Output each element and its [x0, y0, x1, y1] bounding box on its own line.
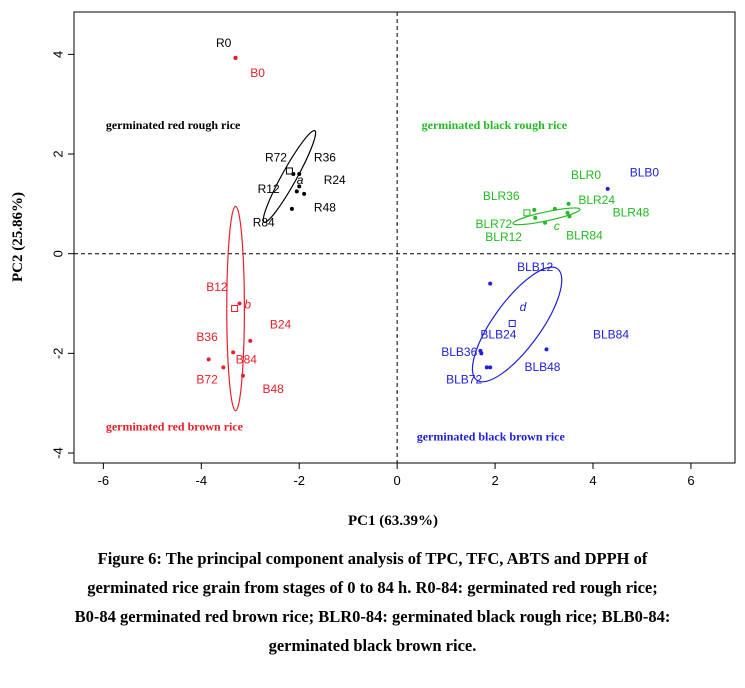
caption-line: B0-84 germinated red brown rice; BLR0-84… [74, 607, 671, 626]
point-label-b36: B36 [196, 330, 218, 344]
point-label-blb12: BLB12 [517, 260, 553, 274]
point-label-blb0: BLB0 [630, 165, 660, 179]
data-point-blb12 [488, 281, 493, 286]
point-label-blr24: BLR24 [578, 193, 615, 207]
point-label-blr48: BLR48 [613, 205, 650, 219]
data-point-b84 [231, 350, 236, 355]
data-point-r24 [302, 191, 307, 196]
data-point-r36 [297, 171, 302, 176]
y-tick-label: -4 [51, 447, 66, 459]
data-point-blb36 [478, 348, 483, 353]
confidence-ellipse-black-rough [512, 207, 581, 226]
data-point-blr0 [566, 201, 571, 206]
point-label-blr36: BLR36 [483, 189, 520, 203]
point-label-r36: R36 [314, 151, 336, 165]
x-axis-title: PC1 (63.39%) [348, 513, 438, 529]
data-point-r84 [289, 206, 294, 211]
y-tick-label: 4 [51, 51, 66, 58]
point-label-b48: B48 [263, 382, 285, 396]
point-label-blr72: BLR72 [475, 217, 512, 231]
centroid-marker-red-brown [231, 305, 239, 313]
data-point-blb48 [488, 365, 493, 370]
data-point-b0 [233, 55, 238, 60]
y-tick-label: 0 [51, 250, 66, 257]
data-point-blr36 [532, 207, 537, 212]
point-label-blb84: BLB84 [593, 327, 629, 341]
data-point-b72 [221, 365, 226, 370]
point-label-b24: B24 [270, 317, 292, 331]
centroid-marker-black-rough [523, 209, 531, 217]
data-point-b24 [248, 338, 253, 343]
data-point-r12 [294, 189, 299, 194]
point-label-blb72: BLB72 [446, 372, 482, 386]
point-label-blr12: BLR12 [485, 230, 522, 244]
data-point-b12 [237, 301, 242, 306]
centroid-letter-black-rough: c [554, 219, 560, 233]
y-tick-label: -2 [51, 348, 66, 360]
group-label-red-rough: germinated red rough rice [106, 118, 241, 132]
point-label-r24: R24 [324, 173, 346, 187]
data-point-blb0 [605, 186, 610, 191]
point-label-r84: R84 [253, 215, 275, 229]
centroid-letter-red-brown: b [244, 298, 251, 312]
group-label-red-brown: germinated red brown rice [106, 420, 244, 434]
data-point-blr72 [533, 215, 538, 220]
caption-line: germinated rice grain from stages of 0 t… [87, 578, 658, 597]
point-label-b72: B72 [196, 372, 218, 386]
data-point-blr12 [543, 220, 548, 225]
confidence-ellipse-red-rough [262, 129, 317, 223]
point-label-b0: B0 [250, 66, 265, 80]
x-tick-label: -6 [98, 473, 110, 488]
caption-line: germinated black brown rice. [268, 636, 477, 655]
x-tick-label: 2 [491, 473, 498, 488]
x-tick-label: 0 [394, 473, 401, 488]
data-point-blr84 [567, 214, 572, 219]
x-tick-label: -4 [196, 473, 208, 488]
caption-line: Figure 6: The principal component analys… [97, 549, 648, 568]
confidence-ellipse-red-brown [226, 205, 245, 412]
point-label-b84: B84 [236, 352, 258, 366]
point-label-blb36: BLB36 [441, 345, 477, 359]
point-label-blr84: BLR84 [566, 229, 603, 243]
confidence-ellipse-black-brown [471, 266, 563, 383]
y-axis-title: PC2 (25.86%) [10, 192, 26, 282]
point-label-blb24: BLB24 [480, 327, 516, 341]
data-point-b36 [206, 357, 211, 362]
group-label-black-rough: germinated black rough rice [422, 118, 568, 132]
centroid-marker-black-brown [508, 319, 516, 327]
point-label-b12: B12 [206, 280, 228, 294]
data-point-blr48 [565, 210, 570, 215]
plot-frame [73, 11, 736, 464]
point-label-r0: R0 [216, 36, 232, 50]
centroid-letter-red-rough: a [297, 173, 304, 187]
centroid-letter-black-brown: d [520, 300, 527, 314]
figure-caption: Figure 6: The principal component analys… [0, 544, 745, 660]
data-point-blb72 [484, 365, 489, 370]
point-label-r48: R48 [314, 200, 336, 214]
data-point-r48 [297, 184, 302, 189]
x-tick-label: 4 [589, 473, 596, 488]
pca-scatter-chart: R0 R72 R36 R24 R12 R48 R84 a germinated red roug… [10, 11, 736, 529]
data-point-blr24 [552, 206, 557, 211]
point-label-r72: R72 [265, 151, 287, 165]
y-tick-label: 2 [51, 150, 66, 157]
data-point-blb84 [544, 347, 549, 352]
point-label-blb48: BLB48 [524, 360, 560, 374]
group-label-black-brown: germinated black brown rice [417, 430, 566, 444]
x-tick-label: -2 [293, 473, 305, 488]
point-label-r12: R12 [258, 182, 280, 196]
point-label-blr0: BLR0 [571, 168, 601, 182]
centroid-marker-red-rough [285, 167, 293, 175]
x-tick-label: 6 [687, 473, 694, 488]
data-point-b48 [240, 373, 245, 378]
